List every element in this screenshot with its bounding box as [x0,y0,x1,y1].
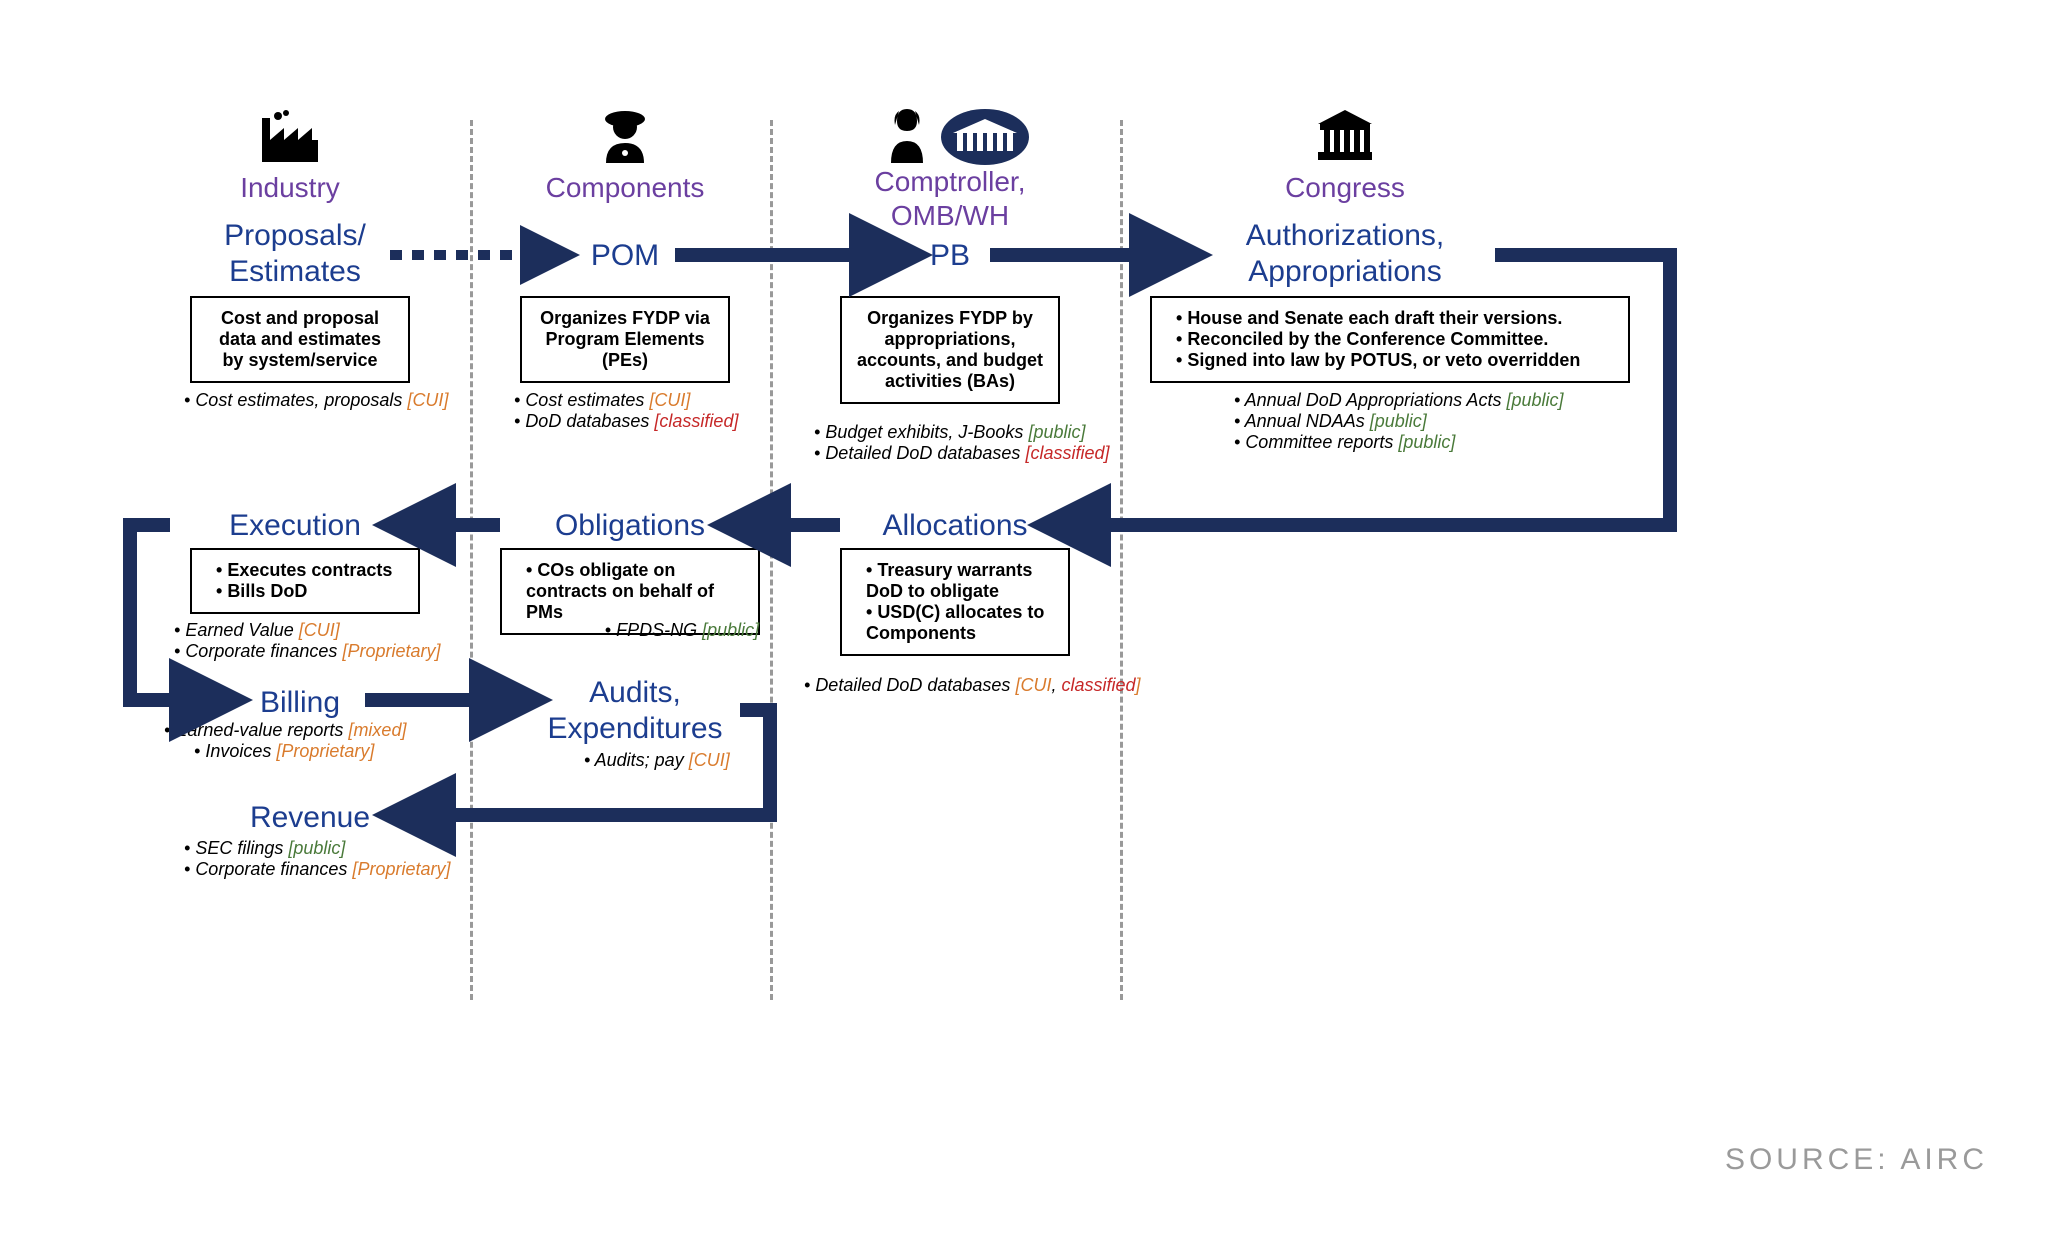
notes-billing: Earned-value reports [mixed] Invoices [P… [150,720,470,762]
stage-obligations-title: Obligations [540,508,720,544]
stage-pom-title: POM [580,238,670,274]
stage-billing-title: Billing [240,685,360,721]
stage-audits-title: Audits, Expenditures [540,675,730,747]
divider-2 [770,120,773,1000]
auth-bullet-2: Reconciled by the Conference Committee. [1176,329,1614,350]
source-label: SOURCE: AIRC [1725,1143,1988,1177]
stage-execution-title: Execution [210,508,380,544]
factory-icon [250,110,330,170]
box-execution: Executes contracts Bills DoD [190,548,420,614]
soldier-icon [590,105,660,170]
stage-allocations-title: Allocations [870,508,1040,544]
box-auth: House and Senate each draft their versio… [1150,296,1630,383]
col-header-congress: Congress [1270,172,1420,204]
col-header-industry: Industry [220,172,360,204]
notes-audits: Audits; pay [CUI] [570,750,810,771]
notes-pom: Cost estimates [CUI] DoD databases [clas… [500,390,770,432]
stage-auth-title: Authorizations, Appropriations [1200,218,1490,290]
box-proposals: Cost and proposal data and estimates by … [190,296,410,383]
notes-proposals: Cost estimates, proposals [CUI] [170,390,470,411]
stage-pb-title: PB [920,238,980,274]
person-wh-icon [880,105,1040,172]
box-pom: Organizes FYDP via Program Elements (PEs… [520,296,730,383]
box-pb: Organizes FYDP by appropriations, accoun… [840,296,1060,404]
capitol-icon [1310,108,1380,168]
divider-3 [1120,120,1123,1000]
auth-bullet-3: Signed into law by POTUS, or veto overri… [1176,350,1614,371]
box-allocations: Treasury warrants DoD to obligate USD(C)… [840,548,1070,656]
col-header-comptroller: Comptroller, OMB/WH [840,165,1060,232]
stage-revenue-title: Revenue [240,800,380,836]
col-header-components: Components [540,172,710,204]
diagram-canvas: Industry Components Comptroller, OMB/WH … [100,100,1948,1137]
notes-auth: Annual DoD Appropriations Acts [public] … [1220,390,1640,453]
auth-bullet-1: House and Senate each draft their versio… [1176,308,1614,329]
stage-proposals-title: Proposals/ Estimates [200,218,390,290]
notes-revenue: SEC filings [public] Corporate finances … [170,838,490,880]
notes-execution: Earned Value [CUI] Corporate finances [P… [160,620,480,662]
notes-pb: Budget exhibits, J-Books [public] Detail… [800,422,1120,464]
notes-allocations: Detailed DoD databases [CUI, classified] [790,675,1160,696]
notes-obligations: FPDS-NG [public] [550,620,800,641]
